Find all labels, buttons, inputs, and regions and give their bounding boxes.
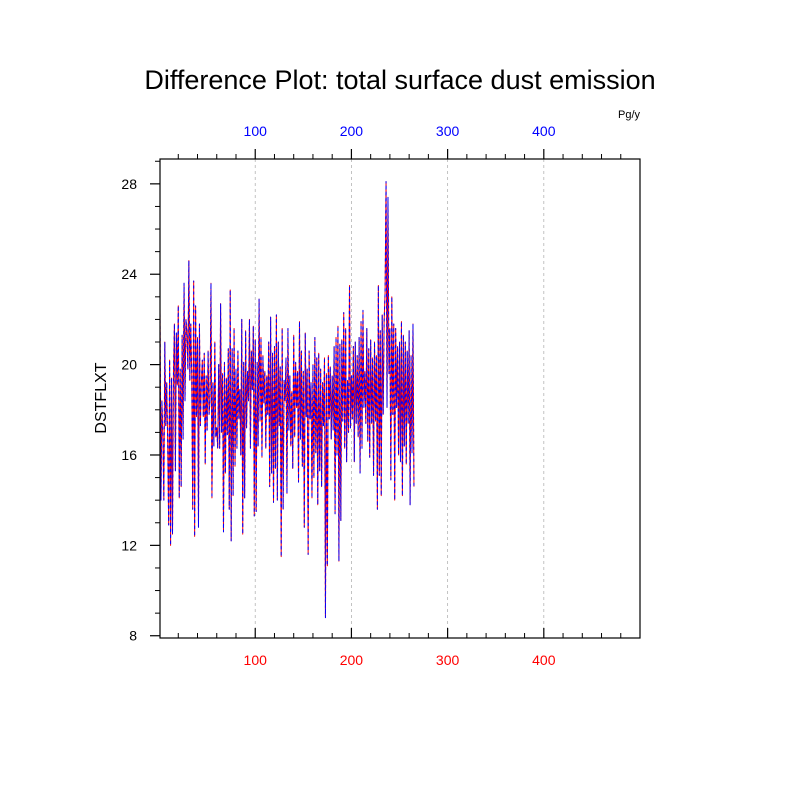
series-layer bbox=[159, 181, 415, 619]
x-tick-label-bottom: 200 bbox=[340, 652, 364, 668]
y-tick-label: 16 bbox=[121, 447, 137, 463]
x-tick-label-bottom: 300 bbox=[436, 652, 460, 668]
series-line-blue bbox=[159, 181, 415, 619]
y-tick-label: 24 bbox=[121, 266, 137, 282]
x-tick-label-bottom: 400 bbox=[532, 652, 556, 668]
y-tick-label: 20 bbox=[121, 357, 137, 373]
vertical-gridlines bbox=[254, 159, 545, 638]
y-tick-label: 12 bbox=[121, 537, 137, 553]
x-tick-label-top: 300 bbox=[436, 123, 460, 139]
units-label: Pg/y bbox=[618, 109, 641, 121]
axes: 100 200 300 400 100 200 300 400 8 12 16 20 24 28 bbox=[121, 123, 622, 668]
y-tick-label: 8 bbox=[129, 628, 137, 644]
plot-frame bbox=[159, 158, 641, 639]
chart-title: Difference Plot: total surface dust emis… bbox=[144, 65, 655, 95]
y-axis-label: DSTFLXT bbox=[93, 362, 110, 433]
x-tick-label-top: 400 bbox=[532, 123, 556, 139]
y-tick-label: 28 bbox=[121, 176, 137, 192]
x-tick-label-top: 200 bbox=[340, 123, 364, 139]
x-tick-label-bottom: 100 bbox=[244, 652, 268, 668]
x-tick-label-top: 100 bbox=[244, 123, 268, 139]
